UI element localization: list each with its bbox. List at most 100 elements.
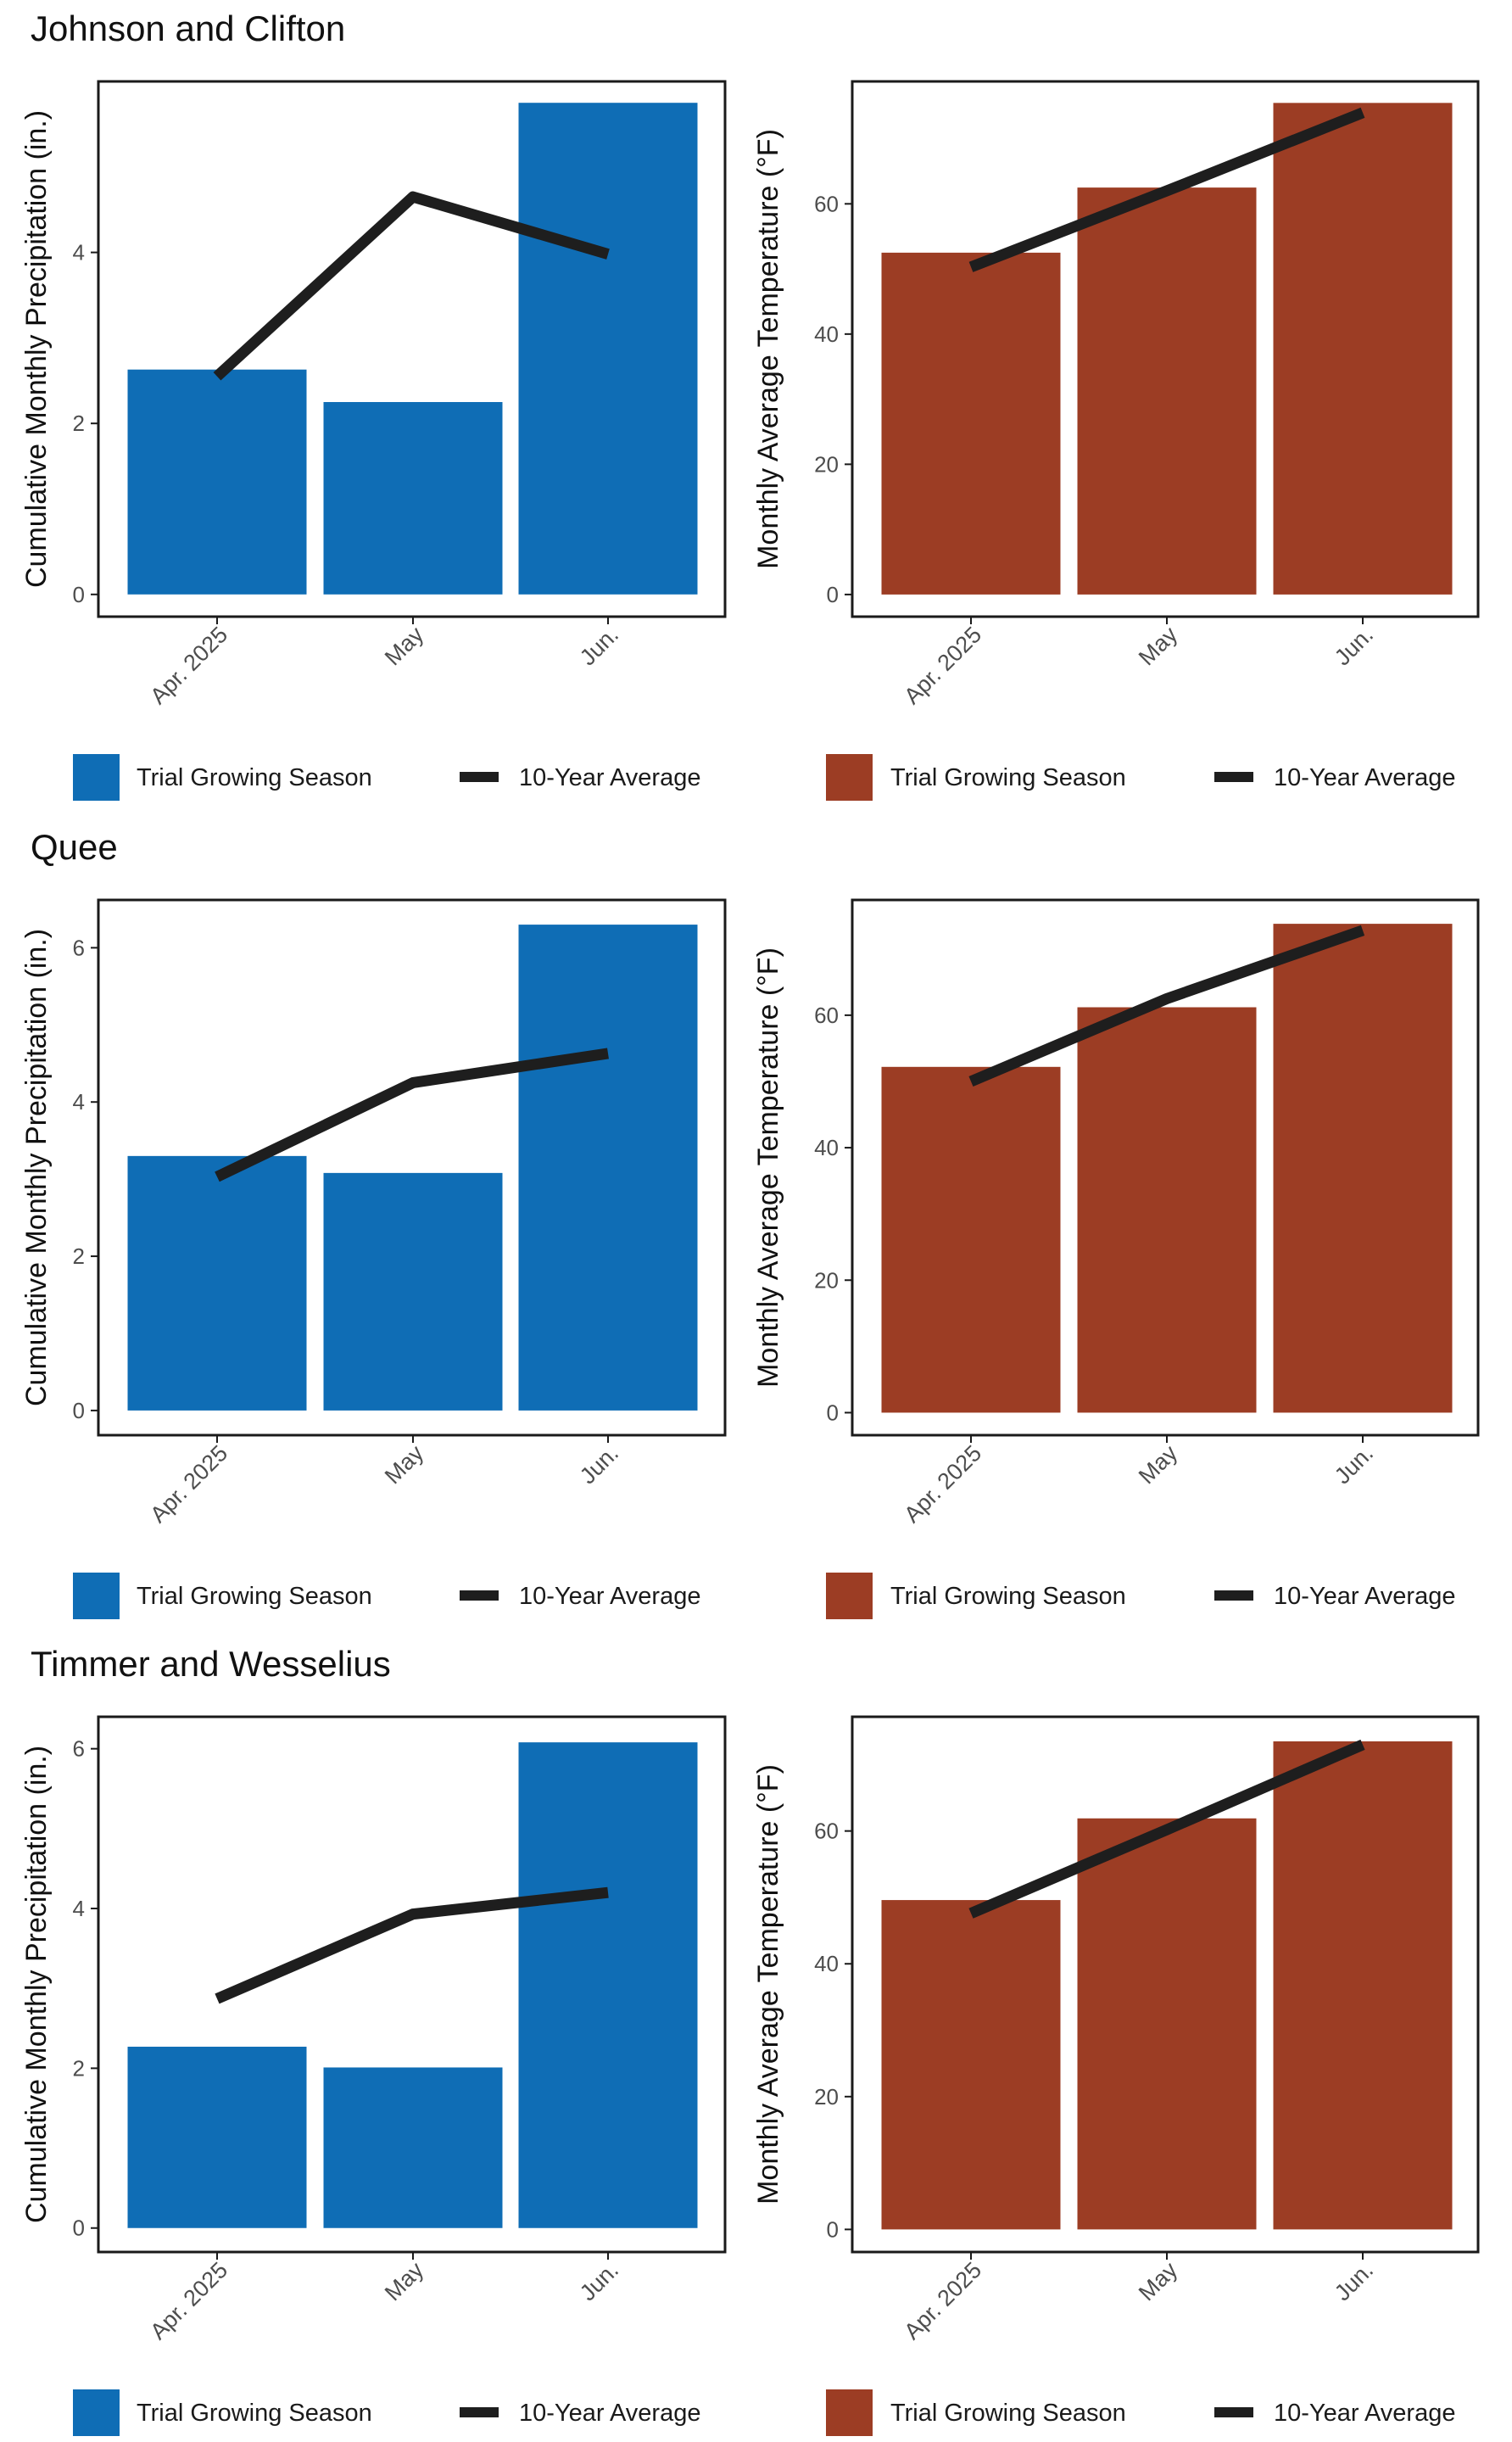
legend-label-trial: Trial Growing Season [137, 764, 372, 791]
legend-swatch-trial [73, 754, 120, 801]
legend-swatch-trial [73, 2389, 120, 2436]
legend-label-trial: Trial Growing Season [137, 1583, 372, 1610]
bar [127, 369, 307, 595]
bar [881, 252, 1061, 595]
bar [1077, 1818, 1257, 2230]
legend: Trial Growing Season 10-Year Average [826, 2389, 1455, 2436]
x-tick-label: May [380, 1440, 429, 1489]
y-tick-label: 40 [814, 1951, 839, 1976]
site-title: Timmer and Wesselius [31, 1644, 391, 1684]
legend: Trial Growing Season 10-Year Average [73, 1573, 700, 1619]
bar [1273, 103, 1453, 595]
x-tick-label: Apr. 2025 [145, 2257, 232, 2344]
y-axis-title: Cumulative Monthly Precipitation (in.) [20, 110, 53, 588]
chart-panel: 0 2 4 Apr. 2025 May Jun. Cumulative Monthly Pr… [20, 80, 727, 801]
y-tick-label: 4 [73, 1089, 85, 1115]
y-tick-label: 60 [814, 1819, 839, 1844]
legend-label-trial: Trial Growing Season [137, 2400, 372, 2427]
y-tick-label: 0 [73, 2216, 85, 2241]
legend-label-trial: Trial Growing Season [890, 1583, 1126, 1610]
bar [1273, 924, 1453, 1413]
legend-label-average: 10-Year Average [519, 2400, 700, 2427]
x-tick-label: Apr. 2025 [899, 622, 986, 709]
site-row: Johnson and Clifton 0 2 4 Apr. 2025 May Jun. Cu… [20, 8, 1480, 801]
y-tick-label: 0 [73, 1398, 85, 1423]
chart-panel: 0 20 40 60 Apr. 2025 May Jun. Monthly Average T… [752, 898, 1480, 1619]
site-title: Quee [31, 827, 118, 867]
chart-panel: 0 2 4 6 Apr. 2025 May Jun. Cumulative Monthly P… [20, 898, 727, 1619]
bar [881, 1900, 1061, 2230]
chart-panel: 0 20 40 60 Apr. 2025 May Jun. Monthly Average T… [752, 1715, 1480, 2436]
legend-swatch-trial [73, 1573, 120, 1619]
legend: Trial Growing Season 10-Year Average [826, 754, 1455, 801]
x-tick-label: Apr. 2025 [899, 1440, 986, 1528]
y-tick-label: 0 [827, 2216, 839, 2242]
y-tick-label: 60 [814, 1003, 839, 1028]
legend: Trial Growing Season 10-Year Average [73, 754, 700, 801]
bar [1077, 1007, 1257, 1413]
x-tick-label: Jun. [575, 1440, 623, 1489]
y-axis-title: Monthly Average Temperature (°F) [752, 1764, 784, 2205]
x-tick-label: Apr. 2025 [899, 2257, 986, 2344]
y-axis-title: Cumulative Monthly Precipitation (in.) [20, 1746, 53, 2223]
x-tick-label: May [1134, 622, 1183, 671]
legend-label-average: 10-Year Average [519, 764, 700, 791]
x-tick-label: May [1134, 1440, 1183, 1489]
legend-swatch-trial [826, 1573, 873, 1619]
average-line [215, 1048, 609, 1182]
bar [518, 925, 698, 1411]
panel-border [97, 80, 727, 618]
legend-label-average: 10-Year Average [1274, 2400, 1455, 2427]
site-title: Johnson and Clifton [31, 8, 345, 48]
legend-label-average: 10-Year Average [1274, 1583, 1455, 1610]
y-tick-label: 0 [73, 582, 85, 607]
panel-border [851, 898, 1480, 1437]
chart-panel: 0 2 4 6 Apr. 2025 May Jun. Cumulative Monthly P… [20, 1715, 727, 2436]
y-tick-label: 6 [73, 1736, 85, 1762]
y-tick-label: 2 [73, 411, 85, 436]
site-row: Quee 0 2 4 6 Apr. 2025 May Jun. Cumulative Month… [20, 827, 1480, 1619]
legend-label-trial: Trial Growing Season [890, 2400, 1126, 2427]
y-axis-title: Monthly Average Temperature (°F) [752, 129, 784, 569]
legend: Trial Growing Season 10-Year Average [826, 1573, 1455, 1619]
legend: Trial Growing Season 10-Year Average [73, 2389, 700, 2436]
bar [323, 1172, 503, 1411]
x-tick-label: Jun. [1330, 622, 1378, 670]
x-tick-label: Apr. 2025 [145, 1440, 232, 1528]
bar [323, 401, 503, 595]
y-tick-label: 40 [814, 321, 839, 347]
x-tick-label: Jun. [575, 622, 623, 670]
legend-swatch-trial [826, 754, 873, 801]
y-tick-label: 2 [73, 1243, 85, 1269]
x-tick-label: Jun. [1330, 1440, 1378, 1489]
panel-border [97, 1715, 727, 2254]
x-tick-label: May [1134, 2257, 1183, 2306]
site-row: Timmer and Wesselius 0 2 4 6 Apr. 2025 May Jun.… [20, 1644, 1480, 2436]
x-tick-label: Apr. 2025 [145, 622, 232, 709]
legend-label-trial: Trial Growing Season [890, 764, 1126, 791]
average-line [968, 107, 1365, 272]
x-tick-label: May [380, 2257, 429, 2306]
y-tick-label: 4 [73, 240, 85, 265]
x-tick-label: Jun. [575, 2257, 623, 2305]
x-tick-label: Jun. [1330, 2257, 1378, 2305]
y-tick-label: 60 [814, 191, 839, 216]
legend-label-average: 10-Year Average [1274, 764, 1455, 791]
y-tick-label: 0 [827, 1400, 839, 1425]
average-line [213, 191, 610, 381]
y-axis-title: Monthly Average Temperature (°F) [752, 947, 784, 1388]
panel-border [97, 898, 727, 1437]
average-line [968, 925, 1365, 1087]
bar [1077, 187, 1257, 595]
y-axis-title: Cumulative Monthly Precipitation (in.) [20, 929, 53, 1406]
panel-border [851, 80, 1480, 618]
y-tick-label: 6 [73, 935, 85, 960]
panel-border [851, 1715, 1480, 2254]
bar [881, 1066, 1061, 1413]
legend-swatch-trial [826, 2389, 873, 2436]
bar [518, 1742, 698, 2228]
y-tick-label: 20 [814, 451, 839, 477]
y-tick-label: 2 [73, 2055, 85, 2081]
bar [1273, 1741, 1453, 2230]
